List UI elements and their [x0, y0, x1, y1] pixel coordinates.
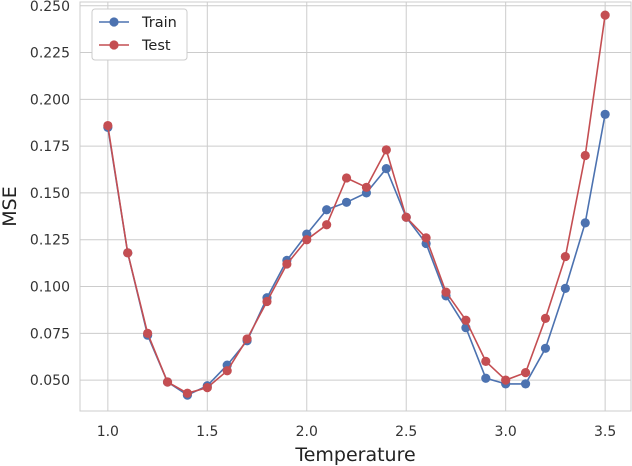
data-point-test: [162, 377, 173, 387]
y-axis-label: MSE: [0, 186, 21, 226]
data-point-test: [401, 212, 411, 222]
data-point-test: [123, 248, 133, 258]
data-point-test: [341, 173, 352, 183]
x-tick-label: 2.0: [296, 424, 318, 440]
data-point-test: [361, 182, 372, 192]
grid: [80, 2, 631, 411]
data-point-test: [501, 375, 511, 385]
x-tick-label: 1.5: [196, 424, 218, 440]
y-tick-label: 0.100: [30, 280, 70, 296]
data-point-test: [600, 10, 610, 20]
legend-label-test: Test: [141, 38, 171, 54]
y-tick-label: 0.225: [30, 46, 70, 62]
data-point-test: [381, 145, 391, 155]
x-tick-label: 3.5: [594, 424, 616, 440]
data-point-train: [341, 197, 352, 207]
series-train: [103, 109, 610, 400]
data-point-train: [600, 109, 610, 119]
data-point-test: [302, 235, 312, 245]
series-line-train: [107, 114, 606, 396]
data-point-train: [560, 283, 570, 293]
data-point-test: [322, 220, 332, 230]
tick-labels: 1.0 1.5 2.0 2.5 3.0 3.5 0.050 0.075 0.100 0.125 0.…: [30, 0, 616, 440]
legend-marker-train: [109, 17, 119, 27]
data-point-test: [421, 233, 431, 243]
series-line-test: [107, 14, 606, 395]
data-point-test: [103, 120, 113, 131]
y-tick-label: 0.125: [30, 233, 70, 249]
series-test: [103, 10, 610, 398]
x-tick-label: 1.0: [97, 424, 119, 440]
y-tick-label: 0.200: [30, 92, 70, 108]
data-point-test: [520, 368, 531, 378]
data-point-test: [540, 313, 551, 323]
legend-label-train: Train: [141, 15, 177, 31]
data-point-train: [540, 343, 551, 353]
data-point-test: [580, 150, 590, 161]
data-point-test: [262, 296, 272, 307]
y-tick-label: 0.150: [30, 186, 70, 202]
data-point-train: [580, 218, 590, 228]
legend-marker-test: [109, 40, 119, 50]
data-point-test: [560, 251, 570, 262]
y-tick-label: 0.075: [30, 326, 70, 342]
y-tick-label: 0.250: [30, 0, 70, 15]
data-point-test: [282, 259, 292, 269]
x-axis-label: Temperature: [294, 444, 415, 466]
data-point-train: [381, 163, 391, 174]
y-tick-label: 0.050: [30, 373, 70, 389]
data-point-train: [481, 373, 491, 383]
x-tick-label: 2.5: [395, 424, 417, 440]
x-tick-label: 3.0: [495, 424, 517, 440]
data-point-test: [242, 334, 252, 344]
series-group: [103, 10, 610, 400]
data-point-test: [182, 388, 193, 398]
data-point-train: [322, 205, 332, 215]
data-point-train: [520, 379, 531, 389]
data-point-test: [143, 328, 153, 338]
plot-frame: [79, 1, 632, 412]
data-point-test: [222, 366, 232, 376]
data-point-test: [461, 315, 471, 325]
data-point-test: [202, 383, 212, 393]
data-point-test: [481, 356, 491, 366]
data-point-test: [441, 287, 451, 297]
legend: Train Test: [91, 8, 188, 61]
y-tick-label: 0.175: [30, 139, 70, 155]
